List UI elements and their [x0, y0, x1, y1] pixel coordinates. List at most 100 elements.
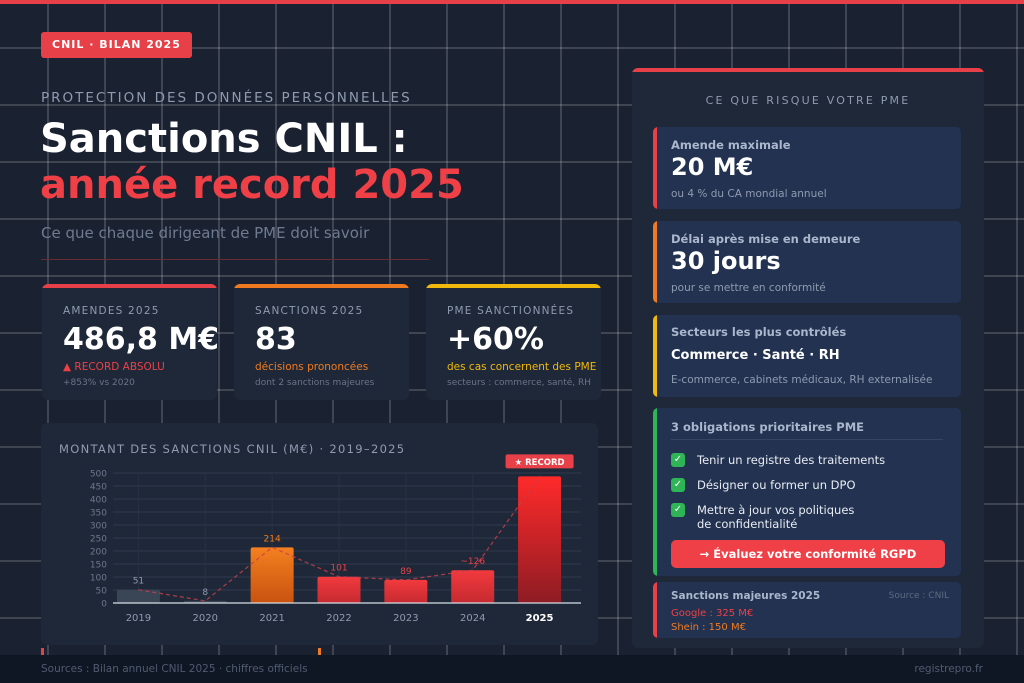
- obligation-item: ✓ Désigner ou former un DPO: [671, 478, 856, 492]
- data-label: 101: [330, 564, 347, 574]
- bar-2023: [384, 579, 428, 603]
- card-note: pour se mettre en conformité: [671, 282, 826, 294]
- footer-site-link[interactable]: registrepro.fr: [914, 663, 983, 675]
- card-heading: Délai après mise en demeure: [671, 232, 861, 246]
- y-tick-label: 50: [96, 587, 108, 597]
- x-tick-label: 2019: [126, 613, 151, 624]
- obligation-text: Mettre à jour vos politiques: [697, 503, 855, 517]
- card-value: 30 jours: [671, 247, 781, 275]
- stat-value: +60%: [447, 322, 544, 357]
- major-sanction-item: Shein : 150 M€: [671, 622, 746, 633]
- card-accent-bar: [653, 582, 657, 638]
- header-badge: CNIL · BILAN 2025: [41, 32, 192, 58]
- record-annotation-label: ★ RECORD: [515, 458, 565, 468]
- x-tick-label: 2023: [393, 613, 418, 624]
- stat-note: +853% vs 2020: [63, 378, 135, 388]
- evaluate-compliance-button[interactable]: → Évaluez votre conformité RGPD: [671, 540, 945, 568]
- stat-label: PME SANCTIONNÉES: [447, 305, 575, 317]
- card-accent-bar: [653, 315, 657, 397]
- top-accent-bar: [0, 0, 1024, 4]
- stat-card-stripe: [426, 284, 601, 288]
- card-note: E-commerce, cabinets médicaux, RH extern…: [671, 374, 933, 386]
- y-tick-label: 150: [90, 561, 107, 571]
- card-accent-bar: [653, 127, 657, 209]
- obligation-text: Désigner ou former un DPO: [697, 478, 856, 492]
- y-tick-label: 300: [90, 522, 107, 532]
- data-label: ~126: [460, 557, 485, 567]
- stat-card-stripe: [234, 284, 409, 288]
- y-tick-label: 0: [101, 600, 107, 610]
- bar-2019: [116, 589, 160, 603]
- page-title-line2: année record 2025: [40, 162, 464, 208]
- check-icon: ✓: [671, 503, 685, 517]
- bar-2022: [317, 576, 361, 603]
- stat-sub: décisions prononcées: [255, 361, 369, 373]
- page-title-line1: Sanctions CNIL :: [40, 116, 408, 162]
- trend-line: [138, 476, 541, 602]
- y-tick-label: 400: [90, 496, 107, 506]
- card-heading: Amende maximale: [671, 138, 791, 152]
- card-major-sanctions: Sanctions majeures 2025 Source : CNIL Go…: [653, 582, 961, 638]
- data-label: 214: [264, 534, 281, 544]
- footer-sources: Sources : Bilan annuel CNIL 2025 · chiff…: [41, 663, 308, 675]
- x-tick-label: 2020: [193, 613, 218, 624]
- stat-card-sanctions: SANCTIONS 2025 83 décisions prononcées d…: [234, 284, 409, 400]
- stat-card-fines: AMENDES 2025 486,8 M€ ▲ RECORD ABSOLU +8…: [42, 284, 217, 400]
- card-accent-bar: [653, 221, 657, 303]
- stat-label: SANCTIONS 2025: [255, 305, 364, 317]
- major-sanction-item: Google : 325 M€: [671, 608, 754, 619]
- footer-bar: [0, 655, 1024, 683]
- chart-panel: MONTANT DES SANCTIONS CNIL (M€) · 2019–2…: [41, 423, 598, 645]
- obligation-item: ✓ Tenir un registre des traitements: [671, 453, 885, 467]
- stat-label: AMENDES 2025: [63, 305, 160, 317]
- y-tick-label: 500: [90, 470, 107, 480]
- y-tick-label: 250: [90, 535, 107, 545]
- risk-panel: CE QUE RISQUE VOTRE PME Amende maximale …: [632, 68, 984, 648]
- stat-card-pme: PME SANCTIONNÉES +60% des cas concernent…: [426, 284, 601, 400]
- bar-2025: [518, 476, 562, 603]
- x-tick-label: 2021: [259, 613, 284, 624]
- card-delay: Délai après mise en demeure 30 jours pou…: [653, 221, 961, 303]
- card-heading: Secteurs les plus contrôlés: [671, 325, 847, 339]
- obligation-text-block: Mettre à jour vos politiques de confiden…: [697, 503, 854, 531]
- check-icon: ✓: [671, 453, 685, 467]
- stat-note: secteurs : commerce, santé, RH: [447, 378, 592, 388]
- card-note: ou 4 % du CA mondial annuel: [671, 188, 827, 200]
- stat-value: 486,8 M€: [63, 322, 217, 357]
- x-tick-label: 2022: [326, 613, 351, 624]
- bar-2021: [250, 547, 294, 603]
- obligation-item: ✓ Mettre à jour vos politiques de confid…: [671, 503, 854, 531]
- y-tick-label: 100: [90, 574, 107, 584]
- data-label: 89: [400, 567, 412, 577]
- obligation-text: Tenir un registre des traitements: [697, 453, 886, 467]
- data-label: 8: [202, 588, 208, 598]
- page-subtitle: Ce que chaque dirigeant de PME doit savo…: [41, 224, 370, 242]
- card-max-fine: Amende maximale 20 M€ ou 4 % du CA mondi…: [653, 127, 961, 209]
- card-divider: [671, 439, 943, 440]
- card-source: Source : CNIL: [888, 591, 949, 601]
- x-tick-label: 2024: [460, 613, 485, 624]
- card-value: 20 M€: [671, 153, 754, 181]
- y-tick-label: 450: [90, 483, 107, 493]
- title-divider: [41, 259, 429, 260]
- stat-sub: ▲ RECORD ABSOLU: [63, 361, 165, 373]
- stat-sub: des cas concernent des PME: [447, 361, 597, 373]
- y-tick-label: 350: [90, 509, 107, 519]
- obligation-text: de confidentialité: [697, 517, 798, 531]
- card-sectors: Secteurs les plus contrôlés Commerce · S…: [653, 315, 961, 397]
- card-value: Commerce · Santé · RH: [671, 348, 840, 363]
- chart-title: MONTANT DES SANCTIONS CNIL (M€) · 2019–2…: [59, 442, 406, 456]
- y-tick-label: 200: [90, 548, 107, 558]
- stat-value: 83: [255, 322, 297, 357]
- card-accent-bar: [653, 408, 657, 576]
- hidden-card-stripe: [41, 648, 44, 655]
- stat-card-stripe: [42, 284, 217, 288]
- stat-note: dont 2 sanctions majeures: [255, 378, 375, 388]
- hidden-card-stripe: [318, 648, 321, 655]
- risk-panel-heading: CE QUE RISQUE VOTRE PME: [705, 94, 911, 107]
- card-obligations: 3 obligations prioritaires PME ✓ Tenir u…: [653, 408, 961, 576]
- data-label: 51: [133, 577, 144, 587]
- risk-panel-stripe: [632, 68, 984, 72]
- kicker-text: PROTECTION DES DONNÉES PERSONNELLES: [41, 90, 412, 106]
- card-heading: Sanctions majeures 2025: [671, 590, 821, 602]
